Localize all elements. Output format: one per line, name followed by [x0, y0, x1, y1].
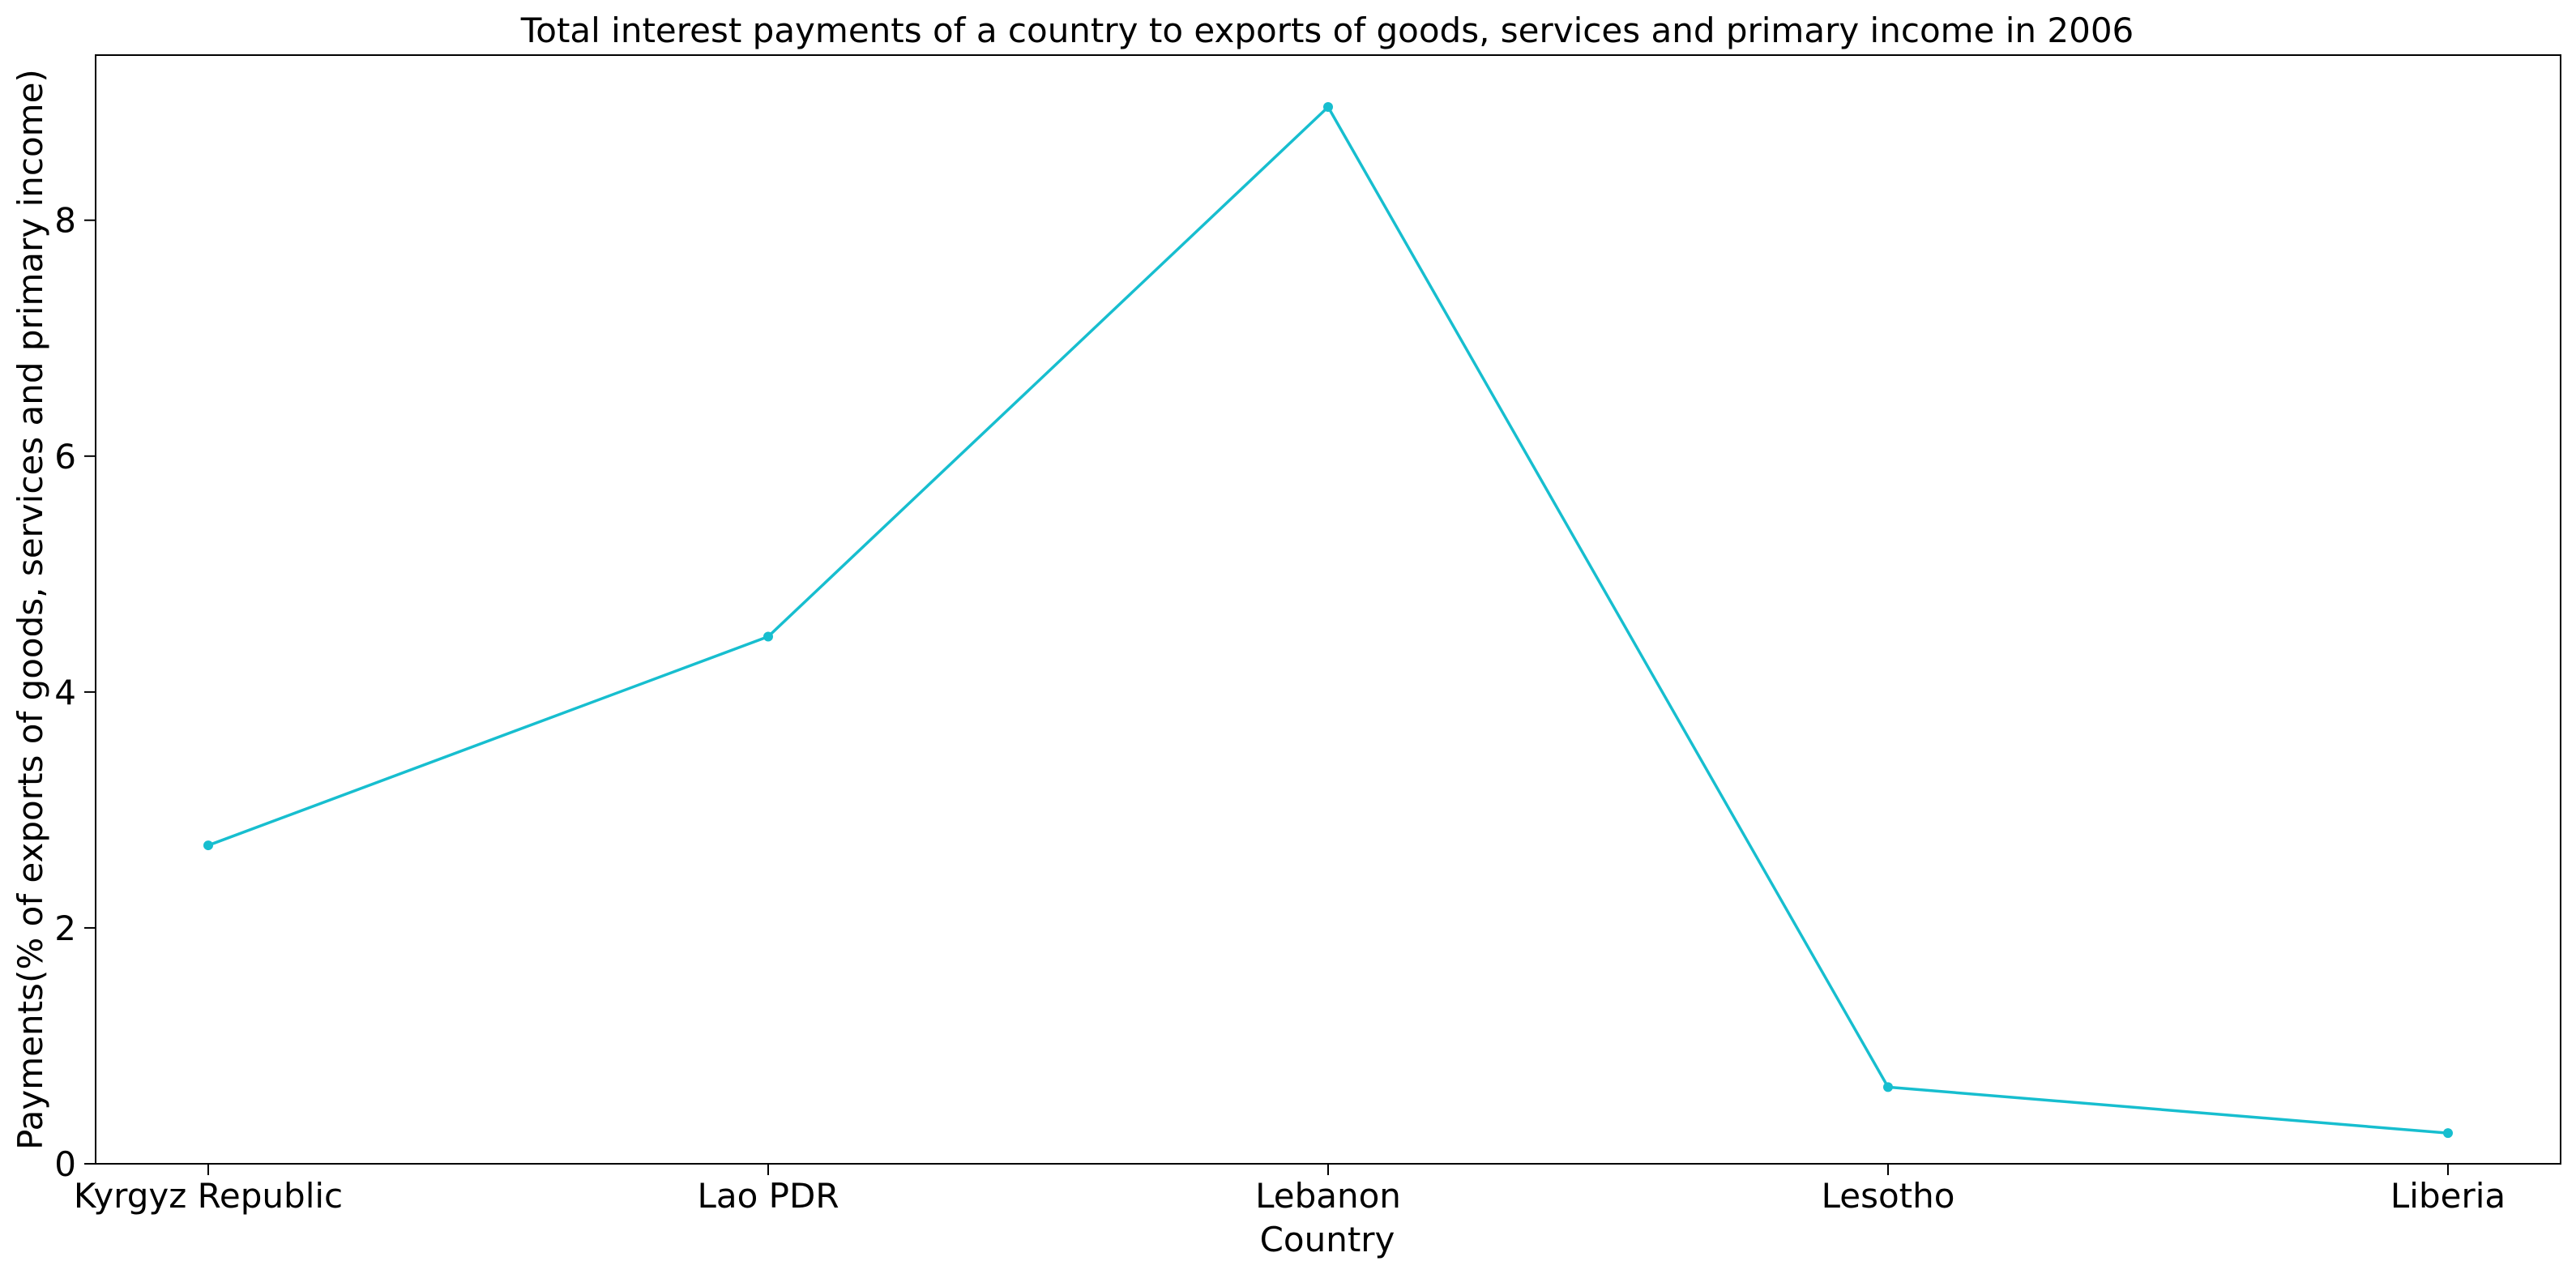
y-axis-label: Payments(% of exports of goods, services…	[11, 69, 50, 1150]
data-point	[1883, 1082, 1893, 1092]
y-tick-label: 0	[54, 1144, 76, 1184]
x-tick-label: Kyrgyz Republic	[74, 1176, 343, 1216]
series-line	[207, 105, 2449, 1135]
x-tick-label: Lebanon	[1255, 1176, 1401, 1216]
chart-title: Total interest payments of a country to …	[520, 11, 2134, 50]
y-tick-label: 2	[54, 908, 76, 948]
x-axis: Kyrgyz Republic Lao PDR Lebanon Lesotho Libe…	[74, 1164, 2506, 1216]
data-point	[2443, 1128, 2453, 1139]
x-tick-label: Lao PDR	[697, 1176, 839, 1216]
y-tick-label: 4	[54, 673, 76, 712]
y-tick-label: 6	[54, 437, 76, 477]
data-point	[203, 840, 213, 851]
data-point	[763, 631, 773, 642]
x-tick-label: Liberia	[2390, 1176, 2506, 1216]
y-axis: 0 2 4 6 8	[54, 201, 96, 1184]
x-axis-label: Country	[1260, 1220, 1395, 1259]
plot-area-frame	[95, 54, 2561, 1165]
x-tick-label: Lesotho	[1822, 1176, 1955, 1216]
data-point	[1323, 102, 1333, 113]
series-layer	[203, 102, 2453, 1139]
y-tick-label: 8	[54, 201, 76, 241]
